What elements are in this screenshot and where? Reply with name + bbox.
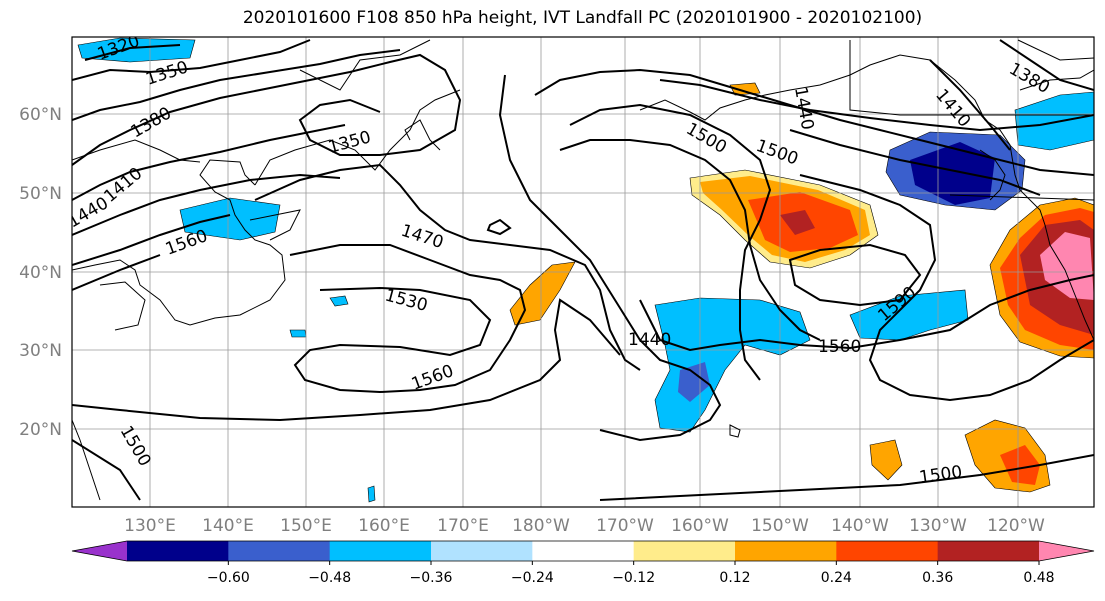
- lon-label: 130°E: [124, 516, 176, 536]
- coastlines: [72, 39, 1094, 501]
- lon-label: 170°E: [437, 516, 489, 536]
- map-title: 2020101600 F108 850 hPa height, IVT Land…: [242, 8, 923, 28]
- colorbar-tick-label: −0.60: [207, 570, 250, 586]
- colorbar-tick-label: 0.36: [922, 570, 953, 586]
- colorbar-tick-label: −0.48: [308, 570, 351, 586]
- lon-label: 160°W: [671, 516, 729, 536]
- lon-label: 150°W: [751, 516, 809, 536]
- colorbar-tick-label: 0.24: [821, 570, 852, 586]
- colorbar-extend-high: [1039, 541, 1094, 561]
- lat-label: 60°N: [19, 105, 62, 125]
- colorbar-segment: [127, 541, 229, 561]
- lon-label: 130°W: [909, 516, 967, 536]
- lon-label: 180°W: [512, 516, 570, 536]
- colorbar-segment: [836, 541, 939, 561]
- colorbar-tick-label: 0.12: [719, 570, 750, 586]
- colorbar: −0.60 −0.48 −0.36 −0.24 −0.12 0.12 0.24 0.36 0.4…: [71, 540, 1095, 586]
- colorbar-segment: [532, 541, 635, 561]
- colorbar-segment: [937, 541, 1040, 561]
- map-frame: [71, 36, 1095, 508]
- colorbar-tick-label: −0.36: [410, 570, 453, 586]
- contour-label: 1440: [628, 330, 671, 350]
- contour-label: 1560: [818, 337, 861, 357]
- lat-label: 50°N: [19, 184, 62, 204]
- ivt-positive-shading: [509, 82, 1094, 493]
- ivt-negative-shading: [77, 37, 1094, 503]
- lon-label: 160°E: [358, 516, 410, 536]
- lon-label: 140°E: [202, 516, 254, 536]
- colorbar-segment: [431, 541, 533, 561]
- lon-label: 120°W: [987, 516, 1045, 536]
- colorbar-segment: [633, 541, 736, 561]
- lat-label: 40°N: [19, 263, 62, 283]
- map-gridlines: [72, 37, 1094, 507]
- colorbar-tick-label: 0.48: [1023, 570, 1054, 586]
- lat-label: 30°N: [19, 341, 62, 361]
- colorbar-segment: [329, 541, 432, 561]
- colorbar-extend-low: [72, 541, 127, 561]
- colorbar-tick-label: −0.24: [511, 570, 554, 586]
- lon-label: 170°W: [596, 516, 654, 536]
- lon-label: 150°E: [280, 516, 332, 536]
- lat-label: 20°N: [19, 420, 62, 440]
- lon-label: 140°W: [831, 516, 889, 536]
- height-contours: [72, 39, 1094, 501]
- colorbar-outline: [71, 540, 1095, 562]
- colorbar-segment: [735, 541, 837, 561]
- latitude-labels: 60°N 50°N 40°N 30°N 20°N: [19, 105, 62, 440]
- colorbar-tick-label: −0.12: [612, 570, 655, 586]
- colorbar-segment: [228, 541, 331, 561]
- longitude-labels: 130°E 140°E 150°E 160°E 170°E 180°W 170°…: [124, 516, 1045, 536]
